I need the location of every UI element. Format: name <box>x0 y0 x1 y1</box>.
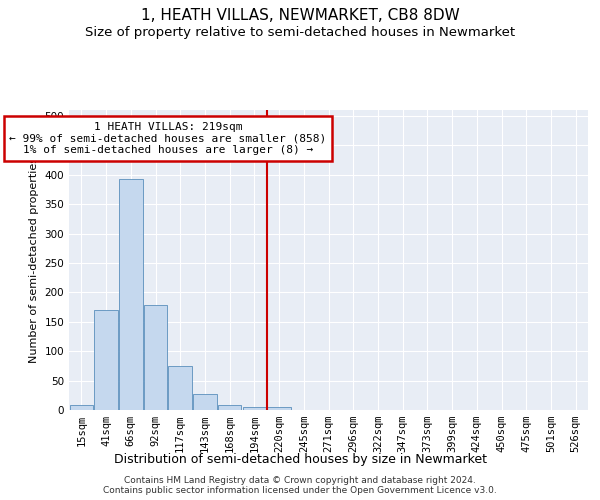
Bar <box>242 407 266 410</box>
Bar <box>119 179 143 410</box>
Bar <box>193 394 217 410</box>
Bar <box>94 310 118 410</box>
Bar <box>169 366 192 410</box>
Text: 1, HEATH VILLAS, NEWMARKET, CB8 8DW: 1, HEATH VILLAS, NEWMARKET, CB8 8DW <box>140 8 460 22</box>
Y-axis label: Number of semi-detached properties: Number of semi-detached properties <box>29 157 39 363</box>
Text: Distribution of semi-detached houses by size in Newmarket: Distribution of semi-detached houses by … <box>113 452 487 466</box>
Text: Contains HM Land Registry data © Crown copyright and database right 2024.
Contai: Contains HM Land Registry data © Crown c… <box>103 476 497 495</box>
Bar <box>70 404 93 410</box>
Bar <box>144 306 167 410</box>
Text: 1 HEATH VILLAS: 219sqm
← 99% of semi-detached houses are smaller (858)
1% of sem: 1 HEATH VILLAS: 219sqm ← 99% of semi-det… <box>9 122 326 155</box>
Text: Size of property relative to semi-detached houses in Newmarket: Size of property relative to semi-detach… <box>85 26 515 39</box>
Bar <box>218 404 241 410</box>
Bar <box>268 407 291 410</box>
